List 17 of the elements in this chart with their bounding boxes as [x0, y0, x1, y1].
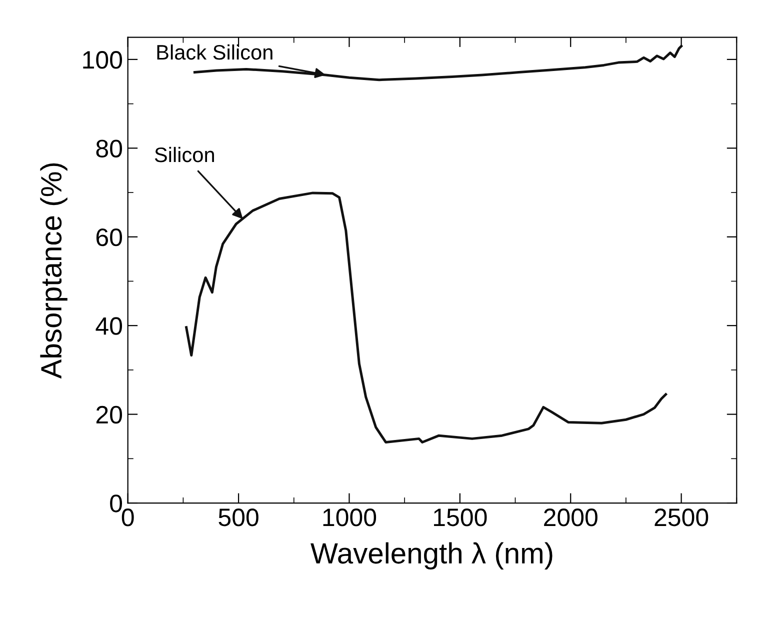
line-series	[185, 192, 668, 444]
annotation: Silicon	[154, 146, 214, 162]
y-tick-label: 0	[110, 494, 122, 512]
y-tick-label: 40	[96, 317, 122, 335]
x-tick-label: 0	[122, 508, 134, 526]
x-tick-label: 2000	[544, 508, 598, 526]
x-tick-label: 1500	[434, 508, 487, 526]
x-tick-label: 500	[218, 508, 258, 526]
y-tick-label: 20	[96, 406, 122, 424]
y-tick-label: 100	[83, 51, 122, 69]
x-tick-label: 1000	[323, 508, 376, 526]
y-axis-title: Absorptance (%)	[40, 163, 68, 379]
annotation: Black Silicon	[157, 44, 272, 60]
x-tick-label: 2500	[654, 508, 708, 526]
y-tick-label: 60	[96, 228, 122, 246]
y-tick-label: 80	[96, 140, 122, 158]
x-axis-title: Wavelength λ (nm)	[310, 542, 552, 570]
